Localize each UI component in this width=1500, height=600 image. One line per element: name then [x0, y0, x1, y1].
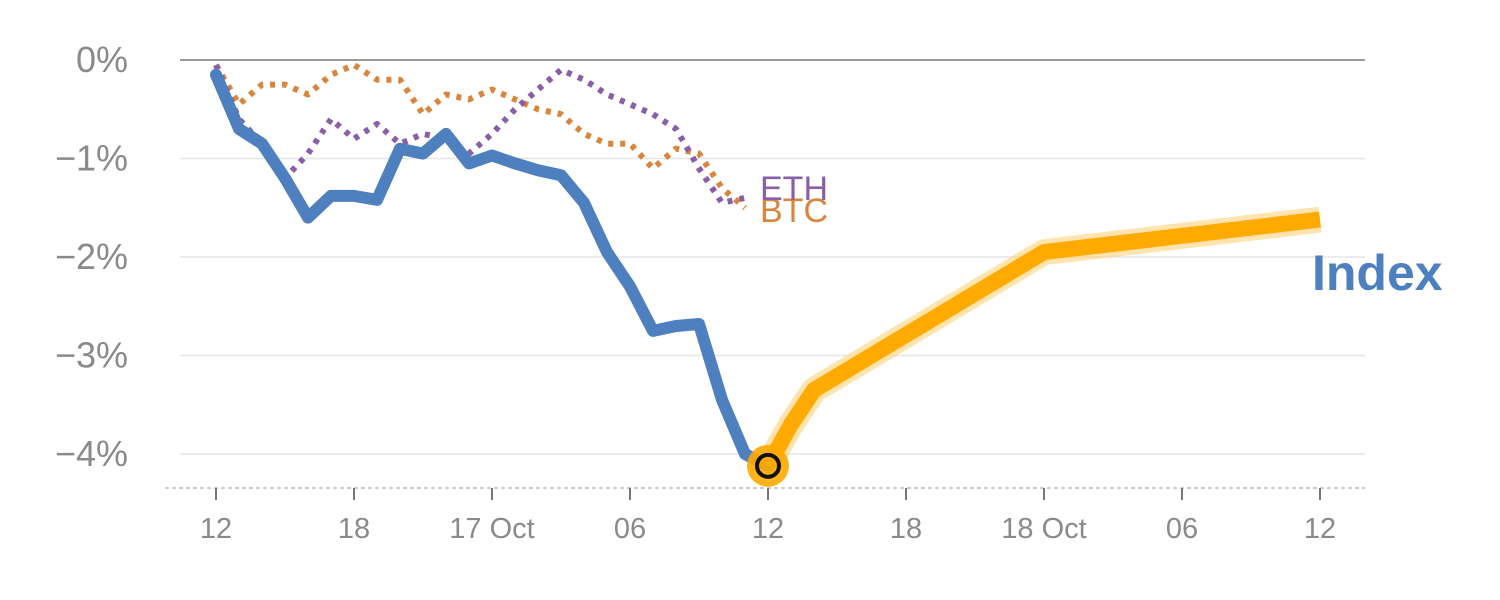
y-tick-label: −1% — [55, 138, 128, 179]
x-tick-label: 12 — [1304, 513, 1336, 545]
label-btc: BTC — [760, 192, 828, 230]
x-tick-label: 06 — [1166, 513, 1198, 545]
highlight-point-halo — [747, 444, 789, 487]
label-eth: ETH — [760, 170, 828, 208]
series-line-projection — [761, 211, 1321, 470]
x-tick-label: 17 Oct — [449, 513, 534, 545]
y-axis-ticks: 0% −1% −2% −3% −4% — [55, 39, 128, 474]
label-index: Index — [1312, 245, 1443, 301]
x-axis-ticks: 12 18 17 Oct 06 12 18 18 Oct 06 12 — [200, 488, 1336, 545]
highlight-point-marker — [755, 452, 781, 479]
series-line-index — [210, 68, 774, 472]
x-tick-label: 18 — [338, 513, 370, 545]
x-tick-label: 12 — [752, 513, 784, 545]
gridlines — [165, 59, 1365, 489]
series-lines — [210, 61, 1322, 487]
x-tick-label: 18 — [890, 513, 922, 545]
y-tick-label: −2% — [55, 236, 128, 277]
series-line-eth — [213, 63, 746, 206]
series-line-btc — [213, 61, 747, 211]
y-tick-label: −3% — [55, 335, 128, 376]
y-tick-label: 0% — [76, 39, 128, 80]
y-tick-label: −4% — [55, 433, 128, 474]
x-tick-label: 18 Oct — [1001, 513, 1086, 545]
x-tick-label: 06 — [614, 513, 646, 545]
x-tick-label: 12 — [200, 513, 232, 545]
